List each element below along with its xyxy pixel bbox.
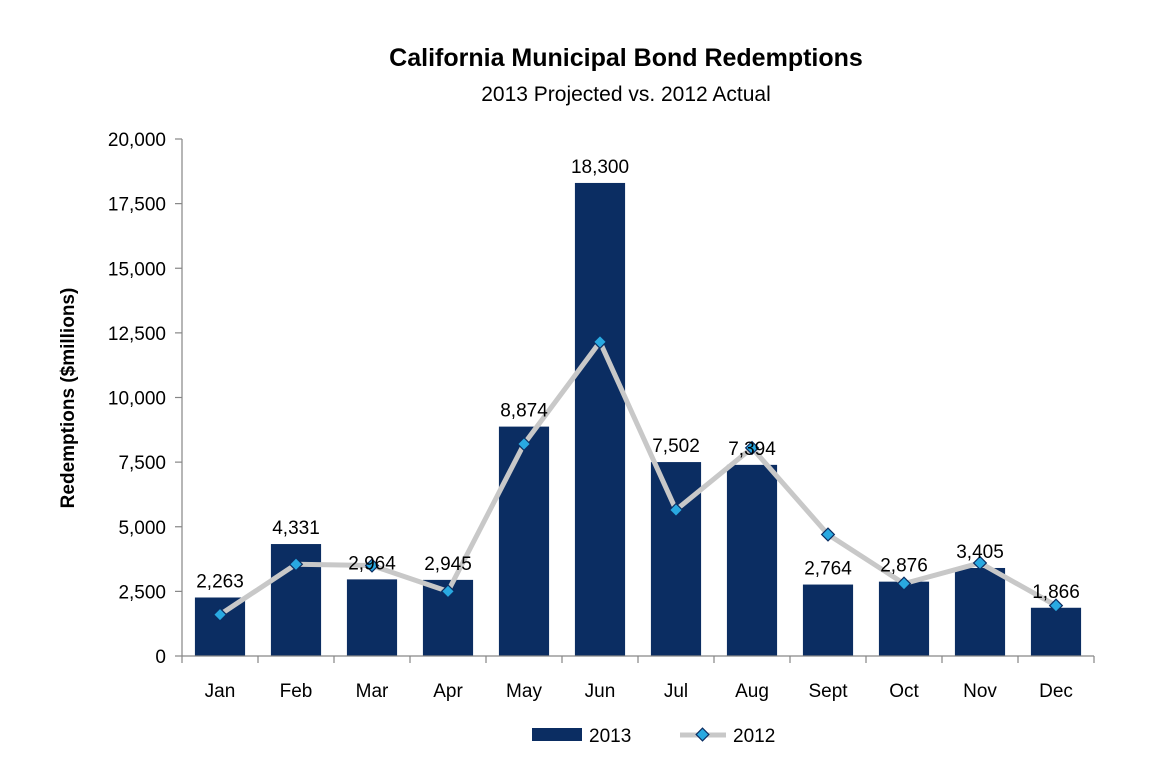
marker-2012-may <box>516 436 532 452</box>
marker-2012-jul <box>668 502 684 518</box>
data-label-2013-may: 8,874 <box>500 401 548 422</box>
bar-series-2013 <box>194 182 1082 656</box>
y-tick-label: 0 <box>155 647 166 668</box>
bar-2013-mar <box>346 579 398 656</box>
x-tick-label: Jan <box>205 681 236 702</box>
x-tick-label: Aug <box>735 681 769 702</box>
bar-2013-may <box>498 426 550 656</box>
marker-2012-jan <box>212 607 228 622</box>
x-tick-label: Mar <box>356 681 389 702</box>
bar-2013-aug <box>726 464 778 656</box>
bar-2013-jan <box>194 597 246 656</box>
bar-2013-jun <box>574 182 626 656</box>
bar-2013-dec <box>1030 607 1082 656</box>
x-tick-label: Feb <box>280 681 313 702</box>
data-labels: 2,263 4,331 2,964 2,945 8,874 18,300 7,502 7,39… <box>196 157 1080 603</box>
bar-2013-nov <box>954 567 1006 656</box>
x-tick-label: Dec <box>1039 681 1073 702</box>
axes: 0 2,500 5,000 7,500 10,000 12,500 15,000 17,500… <box>108 130 1095 702</box>
marker-2012-jun <box>592 334 608 350</box>
y-tick-label: 17,500 <box>108 195 166 216</box>
data-label-2013-aug: 7,394 <box>728 439 776 460</box>
marker-2012-aug <box>744 440 760 456</box>
bar-2013-jul <box>650 462 702 656</box>
data-label-2013-oct: 2,876 <box>880 556 928 577</box>
data-label-2013-apr: 2,945 <box>424 554 472 575</box>
y-tick-label: 12,500 <box>108 324 166 345</box>
y-tick-label: 15,000 <box>108 259 166 280</box>
legend-marker-2012 <box>695 727 710 742</box>
x-tick-label: Oct <box>889 681 919 702</box>
data-label-2013-jul: 7,502 <box>652 436 700 457</box>
x-tick-label: Sept <box>808 681 848 702</box>
x-tick-label: Jun <box>585 681 616 702</box>
data-label-2013-feb: 4,331 <box>272 518 320 539</box>
data-label-2013-nov: 3,405 <box>956 542 1004 563</box>
line-series-2012 <box>212 334 1064 622</box>
bar-2013-sept <box>802 584 854 656</box>
marker-2012-dec <box>1048 598 1064 613</box>
marker-2012-nov <box>972 555 988 571</box>
data-label-2013-jan: 2,263 <box>196 572 244 593</box>
y-axis-label: Redemptions ($millions) <box>58 288 79 509</box>
data-label-2013-sept: 2,764 <box>804 559 852 580</box>
legend-label-2012: 2012 <box>733 726 775 747</box>
y-tick-label: 2,500 <box>118 582 166 603</box>
x-tick-label: Nov <box>963 681 997 702</box>
data-label-2013-mar: 2,964 <box>348 553 396 574</box>
data-label-2013-dec: 1,866 <box>1032 582 1080 603</box>
y-tick-label: 7,500 <box>118 453 166 474</box>
bar-2013-oct <box>878 581 930 656</box>
y-tick-label: 20,000 <box>108 130 166 151</box>
marker-2012-mar <box>364 558 380 573</box>
x-tick-label: Jul <box>664 681 688 702</box>
chart-title: California Municipal Bond Redemptions <box>389 44 863 72</box>
legend-label-2013: 2013 <box>589 726 631 747</box>
x-tick-label: Apr <box>433 681 463 702</box>
marker-2012-feb <box>288 557 304 572</box>
marker-2012-oct <box>896 576 912 591</box>
marker-2012-sept <box>820 527 836 542</box>
legend: 2013 2012 <box>532 726 775 747</box>
y-tick-label: 5,000 <box>118 518 166 539</box>
legend-swatch-2013 <box>532 728 582 741</box>
y-tick-label: 10,000 <box>108 389 166 410</box>
line-2012-path <box>218 339 1058 617</box>
chart-subtitle: 2013 Projected vs. 2012 Actual <box>481 83 771 106</box>
data-label-2013-jun: 18,300 <box>571 157 629 178</box>
x-tick-label: May <box>506 681 542 702</box>
marker-2012-apr <box>440 584 456 599</box>
